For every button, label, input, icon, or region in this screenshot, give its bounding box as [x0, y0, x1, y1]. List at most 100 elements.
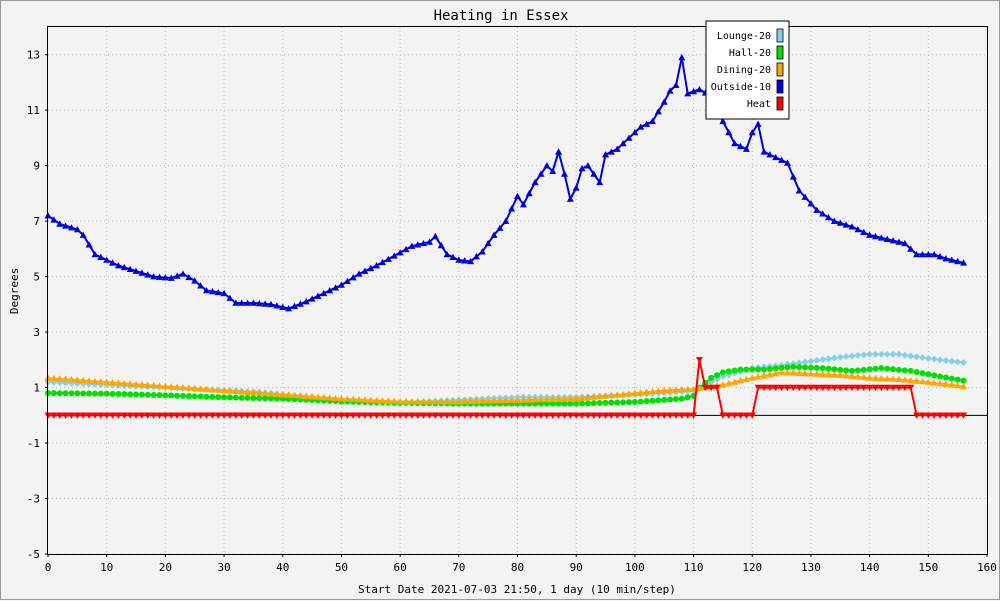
- data-point: [443, 397, 451, 405]
- data-point: [208, 412, 216, 419]
- data-point: [883, 235, 891, 242]
- data-point: [895, 350, 903, 358]
- data-point: [150, 412, 158, 419]
- data-point: [648, 412, 656, 419]
- data-point: [226, 394, 233, 401]
- data-point: [607, 412, 615, 419]
- data-point: [813, 364, 820, 371]
- data-point: [420, 239, 428, 247]
- data-point: [760, 372, 768, 379]
- data-point: [97, 412, 105, 419]
- data-point: [67, 224, 75, 231]
- data-point: [889, 375, 897, 382]
- data-point: [85, 412, 93, 419]
- data-point: [648, 117, 656, 125]
- data-point: [819, 365, 826, 372]
- data-point: [197, 412, 205, 419]
- data-point: [255, 412, 263, 419]
- data-point: [103, 412, 111, 419]
- data-point: [537, 170, 545, 177]
- data-point: [596, 392, 604, 400]
- data-point: [484, 412, 492, 419]
- data-point: [425, 412, 433, 419]
- data-point: [925, 371, 932, 378]
- data-point: [267, 300, 275, 308]
- grid: [48, 27, 987, 555]
- data-point: [842, 353, 850, 361]
- data-point: [167, 274, 175, 281]
- data-point: [937, 373, 944, 380]
- x-tick-label: 140: [860, 561, 880, 574]
- data-point: [320, 412, 328, 419]
- data-point: [384, 255, 392, 262]
- data-point: [484, 397, 492, 404]
- data-point: [256, 395, 263, 402]
- data-point: [502, 396, 510, 404]
- data-point: [924, 354, 932, 362]
- data-point: [807, 357, 815, 365]
- data-point: [872, 365, 879, 372]
- data-point: [907, 245, 915, 252]
- data-point: [244, 388, 252, 395]
- x-tick-label: 130: [801, 561, 821, 574]
- data-point: [232, 412, 240, 419]
- data-point: [91, 390, 98, 397]
- data-point: [431, 232, 439, 240]
- data-point: [332, 394, 340, 402]
- data-point: [179, 383, 187, 391]
- data-point: [290, 302, 298, 310]
- data-point: [566, 412, 574, 419]
- data-point: [396, 412, 404, 419]
- data-point: [109, 390, 116, 397]
- data-point: [743, 366, 750, 373]
- data-point: [895, 375, 903, 383]
- x-tick-label: 20: [159, 561, 172, 574]
- y-tick-label: 7: [33, 215, 40, 228]
- data-point: [660, 412, 668, 419]
- legend-swatch: [776, 45, 784, 60]
- data-point: [314, 292, 322, 299]
- data-point: [619, 390, 627, 398]
- data-point: [531, 396, 539, 403]
- data-point: [871, 384, 879, 392]
- data-point: [871, 374, 879, 381]
- data-point: [156, 273, 164, 280]
- data-point: [948, 381, 956, 388]
- data-point: [273, 390, 281, 397]
- data-point: [731, 378, 739, 385]
- data-point: [866, 384, 874, 392]
- data-point: [936, 412, 944, 419]
- data-point: [120, 412, 128, 419]
- data-point: [461, 397, 469, 405]
- x-tick-label: 0: [45, 561, 52, 574]
- data-point: [179, 270, 187, 277]
- data-point: [273, 412, 281, 419]
- data-point: [860, 366, 867, 373]
- data-point: [854, 367, 861, 374]
- data-point: [672, 386, 680, 393]
- data-point: [144, 391, 151, 398]
- data-point: [801, 358, 809, 366]
- data-point: [913, 369, 920, 376]
- data-point: [332, 284, 340, 291]
- data-point: [203, 393, 210, 400]
- data-point: [197, 282, 205, 289]
- data-point: [314, 412, 322, 419]
- data-point: [555, 148, 563, 155]
- data-point: [161, 382, 169, 389]
- data-point: [120, 263, 128, 271]
- data-point: [361, 267, 369, 274]
- data-point: [220, 386, 228, 394]
- data-point: [883, 375, 891, 382]
- data-point: [232, 299, 240, 306]
- data-point: [478, 397, 486, 404]
- data-point: [666, 386, 674, 393]
- data-point: [842, 384, 850, 392]
- data-point: [860, 373, 868, 381]
- data-point: [103, 256, 111, 263]
- y-tick-label: 5: [33, 271, 40, 284]
- x-tick-label: 90: [570, 561, 583, 574]
- x-tick-label: 10: [100, 561, 113, 574]
- data-point: [425, 397, 433, 405]
- data-point: [930, 412, 938, 419]
